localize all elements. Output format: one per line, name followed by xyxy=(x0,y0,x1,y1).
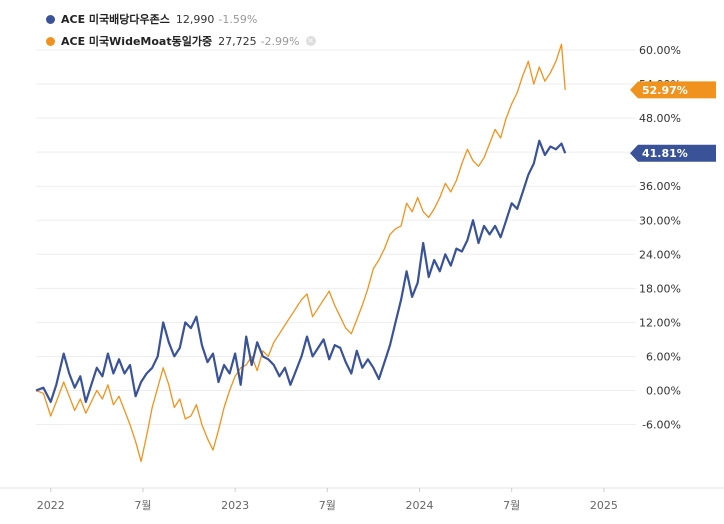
y-tick-label: 12.00% xyxy=(639,316,681,329)
x-tick-label: 7월 xyxy=(319,499,336,512)
series-line-widemoat-equal-weight xyxy=(35,43,566,463)
y-tick-label: 30.00% xyxy=(639,214,681,227)
x-tick-label: 2022 xyxy=(37,499,65,512)
series-color-dot xyxy=(46,14,55,24)
legend-series-name: ACE 미국배당다우존스 xyxy=(61,13,170,26)
x-tick-label: 7월 xyxy=(134,499,151,512)
remove-series-close-icon[interactable]: × xyxy=(305,36,316,46)
y-tick-label: 0.00% xyxy=(646,385,681,398)
x-tick-label: 7월 xyxy=(503,499,520,512)
end-value-flag xyxy=(630,144,716,162)
y-tick-label: 60.00% xyxy=(639,44,681,57)
legend: ACE 미국배당다우존스 12,990 -1.59% ACE 미국WideMoa… xyxy=(46,8,316,52)
y-tick-label: 6.00% xyxy=(646,350,681,363)
end-value-flag xyxy=(630,81,716,99)
y-tick-label: 48.00% xyxy=(639,112,681,125)
y-tick-label: 36.00% xyxy=(639,180,681,193)
series-color-dot xyxy=(46,36,55,46)
x-tick-label: 2023 xyxy=(221,499,249,512)
end-value-label: 52.97% xyxy=(642,84,688,97)
x-tick-label: 2025 xyxy=(590,499,618,512)
legend-item-widemoat-equal-weight[interactable]: ACE 미국WideMoat동일가중 27,725 -2.99% × xyxy=(46,30,316,52)
end-value-label: 41.81% xyxy=(642,147,688,160)
y-tick-label: 18.00% xyxy=(639,282,681,295)
legend-item-dividend-dow-jones[interactable]: ACE 미국배당다우존스 12,990 -1.59% xyxy=(46,8,316,30)
y-tick-label: 24.00% xyxy=(639,248,681,261)
y-tick-label: -6.00% xyxy=(642,419,681,432)
legend-series-price: 12,990 xyxy=(175,12,215,26)
x-tick-label: 2024 xyxy=(406,499,434,512)
legend-series-change: -2.99% xyxy=(260,34,300,48)
legend-series-change: -1.59% xyxy=(218,12,258,26)
legend-series-name: ACE 미국WideMoat동일가중 xyxy=(61,35,213,48)
legend-series-price: 27,725 xyxy=(218,34,257,48)
series-line-dividend-dow-jones xyxy=(35,139,567,403)
